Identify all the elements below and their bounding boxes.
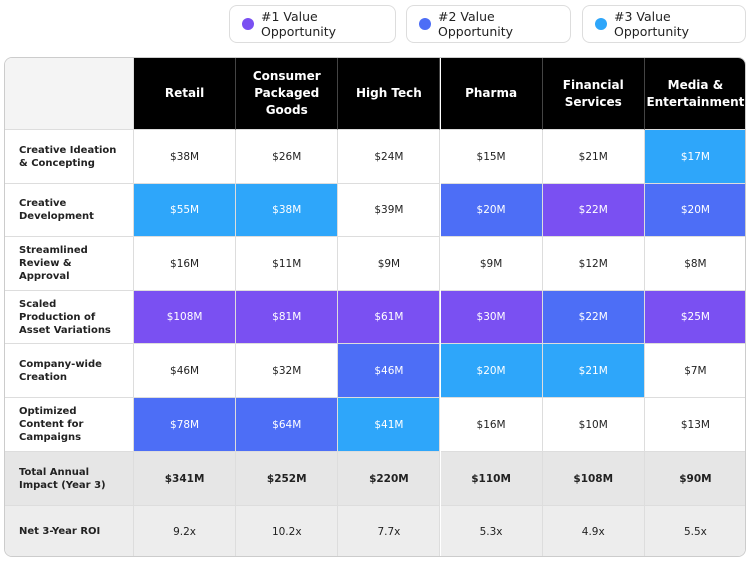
value-cell: $8M (644, 237, 745, 291)
value-cell: $24M (338, 130, 441, 184)
legend-swatch (595, 18, 607, 30)
value-cell: $13M (644, 398, 745, 452)
corner-cell (5, 58, 134, 130)
value-cell: $110M (440, 452, 543, 506)
value-cell: $11M (236, 237, 339, 291)
value-cell: $78M (134, 398, 237, 452)
column-header: Media & Entertainment (644, 58, 745, 130)
value-cell: $16M (134, 237, 237, 291)
row-label: Streamlined Review & Approval (5, 237, 134, 291)
table: Retail Consumer Packaged Goods High Tech Ph… (4, 57, 746, 557)
value-cell: $22M (542, 291, 645, 344)
value-cell: $46M (134, 344, 237, 398)
value-cell: $16M (440, 398, 543, 452)
row-label: Creative Ideation & Concepting (5, 130, 134, 184)
row-label: Company-wide Creation (5, 344, 134, 398)
value-cell: $32M (236, 344, 339, 398)
value-cell: $21M (542, 344, 645, 398)
value-cell: $7M (644, 344, 745, 398)
value-cell: 4.9x (542, 506, 645, 556)
value-cell: $12M (542, 237, 645, 291)
value-cell: $108M (134, 291, 237, 344)
legend-label: #1 Value Opportunity (261, 9, 337, 39)
value-cell: $20M (440, 344, 543, 398)
value-cell: $61M (338, 291, 441, 344)
value-cell: $341M (134, 452, 237, 506)
value-cell: $30M (440, 291, 543, 344)
value-cell: 10.2x (236, 506, 339, 556)
column-header: High Tech (338, 58, 441, 130)
value-cell: $220M (338, 452, 441, 506)
column-header: Consumer Packaged Goods (236, 58, 339, 130)
value-cell: $26M (236, 130, 339, 184)
value-cell: $20M (440, 184, 543, 237)
legend-item: #3 Value Opportunity (582, 5, 746, 43)
row-label: Net 3-Year ROI (5, 506, 134, 556)
column-header: Pharma (440, 58, 543, 130)
row-label: Creative Development (5, 184, 134, 237)
value-cell: $81M (236, 291, 339, 344)
value-cell: $64M (236, 398, 339, 452)
value-cell: $41M (338, 398, 441, 452)
value-cell: $90M (644, 452, 745, 506)
legend-label: #2 Value Opportunity (438, 9, 514, 39)
value-cell: $9M (338, 237, 441, 291)
value-cell: $38M (134, 130, 237, 184)
row-label: Scaled Production of Asset Variations (5, 291, 134, 344)
legend-label: #3 Value Opportunity (614, 9, 690, 39)
value-cell: $39M (338, 184, 441, 237)
column-header: Financial Services (542, 58, 645, 130)
legend-swatch (242, 18, 254, 30)
value-cell: $252M (236, 452, 339, 506)
value-cell: $46M (338, 344, 441, 398)
value-cell: 5.5x (644, 506, 745, 556)
value-cell: $10M (542, 398, 645, 452)
value-cell: 9.2x (134, 506, 237, 556)
legend-item: #2 Value Opportunity (406, 5, 571, 43)
value-cell: $17M (644, 130, 745, 184)
value-cell: $25M (644, 291, 745, 344)
legend-item: #1 Value Opportunity (229, 5, 396, 43)
column-header: Retail (134, 58, 237, 130)
value-cell: 5.3x (440, 506, 543, 556)
value-cell: $38M (236, 184, 339, 237)
value-cell: 7.7x (338, 506, 441, 556)
row-label: Optimized Content for Campaigns (5, 398, 134, 452)
value-cell: $108M (542, 452, 645, 506)
row-label: Total Annual Impact (Year 3) (5, 452, 134, 506)
value-cell: $15M (440, 130, 543, 184)
value-cell: $21M (542, 130, 645, 184)
value-cell: $22M (542, 184, 645, 237)
value-cell: $55M (134, 184, 237, 237)
legend-swatch (419, 18, 431, 30)
value-cell: $9M (440, 237, 543, 291)
value-cell: $20M (644, 184, 745, 237)
